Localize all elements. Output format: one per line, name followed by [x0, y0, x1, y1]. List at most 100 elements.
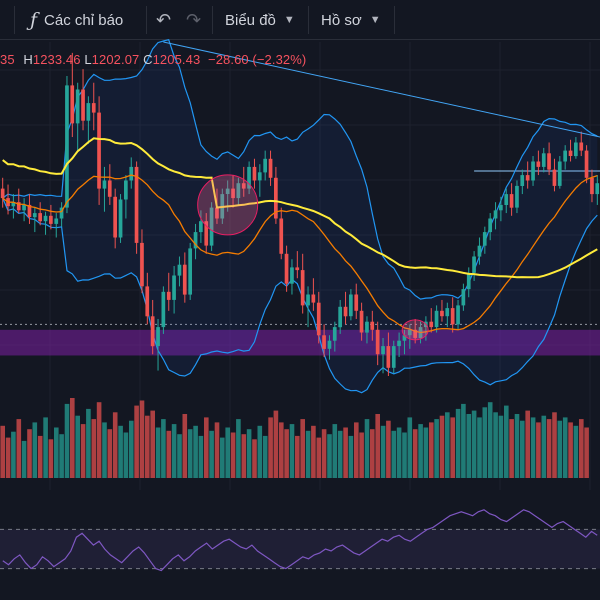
toolbar-divider — [394, 6, 395, 34]
candle-body — [215, 207, 219, 219]
candle-body — [107, 180, 112, 197]
candle-body — [70, 85, 75, 124]
volume-bar — [252, 439, 257, 478]
volume-bar — [48, 439, 54, 478]
volume-bar — [236, 419, 241, 478]
candle-body — [156, 327, 160, 347]
volume-bar — [584, 427, 589, 478]
candle-body — [172, 275, 176, 300]
volume-bar — [80, 424, 86, 478]
candle-body — [241, 183, 246, 189]
volume-bar — [434, 419, 439, 478]
volume-bar — [396, 427, 402, 478]
highlight-circle — [197, 174, 259, 236]
redo-icon: ↷ — [186, 9, 202, 30]
volume-bar — [429, 422, 434, 478]
volume-bar — [16, 419, 22, 478]
volume-bar — [541, 415, 547, 478]
volume-bar — [482, 407, 488, 478]
candle-body — [407, 329, 412, 336]
volume-bar — [284, 429, 289, 478]
candle-body — [515, 185, 519, 208]
candle-body — [402, 335, 407, 341]
volume-bar — [59, 434, 64, 478]
volume-bar — [311, 425, 316, 478]
candle-body — [124, 180, 128, 200]
volume-bar — [504, 405, 509, 478]
rsi-line — [2, 509, 598, 572]
candle-body — [274, 177, 278, 219]
candle-body — [354, 294, 359, 311]
candle-body — [0, 188, 5, 199]
volume-bar — [182, 414, 188, 478]
undo-button[interactable]: ↶ — [156, 0, 171, 40]
close-value: 1205.43 — [152, 52, 201, 67]
candle-body — [584, 150, 589, 178]
volume-bar — [241, 434, 247, 478]
candle-body — [231, 188, 235, 199]
candle-body — [322, 335, 326, 349]
volume-bar — [86, 408, 91, 478]
profile-button[interactable]: Hồ sơ ▼ — [321, 0, 381, 40]
candle-body — [290, 267, 294, 284]
volume-bar — [139, 400, 145, 478]
volume-bar — [455, 408, 461, 478]
indicators-button[interactable]: ƒ Các chỉ báo — [30, 0, 123, 40]
volume-bar — [150, 410, 155, 478]
candle-body — [38, 213, 42, 222]
toolbar-divider — [212, 6, 213, 34]
candle-body — [91, 103, 96, 113]
volume-bar — [27, 429, 32, 478]
volume-bar — [155, 427, 161, 478]
candle-body — [477, 245, 482, 257]
rsi-panel — [0, 509, 600, 572]
volume-bar — [204, 417, 209, 478]
low-value: 1202.07 — [91, 52, 140, 67]
bollinger-upper — [2, 38, 598, 300]
candle-body — [579, 142, 584, 151]
candle-body — [370, 321, 375, 330]
volume-bar — [91, 419, 97, 478]
candle-body — [590, 177, 594, 195]
profile-label: Hồ sơ — [321, 11, 362, 29]
volume-bar — [166, 430, 172, 478]
volume-bar — [0, 425, 5, 478]
candle-body — [81, 89, 85, 121]
volume-bar — [193, 425, 198, 478]
volume-bar — [273, 410, 279, 478]
volume-bar — [487, 402, 493, 478]
candle-body — [113, 196, 117, 238]
chart-type-button[interactable]: Biểu đồ ▼ — [225, 0, 295, 40]
candle-body — [252, 166, 257, 181]
top-toolbar: ƒ Các chỉ báo ↶ ↷ Biểu đồ ▼ Hồ sơ ▼ — [0, 0, 600, 40]
volume-bar — [337, 430, 343, 478]
volume-bar — [102, 422, 107, 478]
volume-bar — [450, 417, 455, 478]
volume-bar — [300, 419, 305, 478]
volume-bar — [214, 422, 220, 478]
volume-bar — [161, 419, 166, 478]
volume-bar — [332, 424, 338, 478]
candle-body — [166, 291, 171, 300]
volume-bar — [327, 434, 332, 478]
volume-bar — [354, 422, 359, 478]
candle-body — [445, 308, 450, 317]
ma-slow-line — [2, 137, 598, 279]
volume-bar — [305, 430, 311, 478]
volume-bar — [171, 424, 177, 478]
volume-histogram — [0, 398, 589, 478]
candle-body — [102, 180, 107, 189]
candle-body — [11, 202, 16, 207]
candle-body — [541, 153, 546, 167]
candle-body — [150, 316, 155, 347]
candle-body — [440, 310, 444, 317]
candle-body — [311, 294, 316, 303]
volume-bar — [552, 412, 557, 478]
chart-type-label: Biểu đồ — [225, 11, 276, 29]
candle-body — [488, 218, 492, 233]
redo-button[interactable]: ↷ — [186, 0, 201, 40]
candle-body — [482, 232, 487, 246]
volume-bar — [466, 414, 472, 478]
volume-bar — [568, 422, 573, 478]
